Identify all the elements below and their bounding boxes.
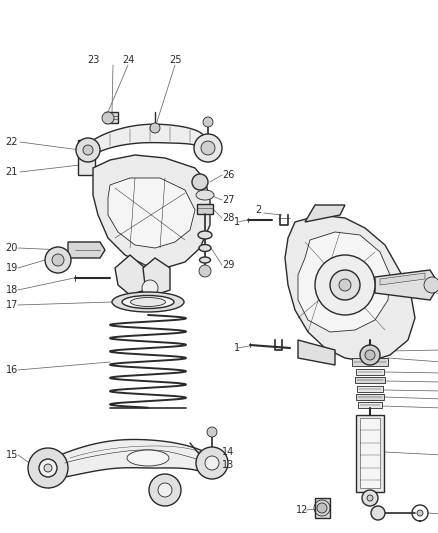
Circle shape: [194, 134, 222, 162]
Polygon shape: [93, 155, 210, 268]
Text: 26: 26: [222, 170, 234, 180]
Circle shape: [417, 510, 423, 516]
Polygon shape: [355, 377, 385, 383]
Circle shape: [317, 503, 327, 513]
Text: 14: 14: [222, 447, 234, 457]
Circle shape: [201, 141, 215, 155]
Circle shape: [424, 277, 438, 293]
Circle shape: [45, 247, 71, 273]
Circle shape: [315, 255, 375, 315]
Text: 21: 21: [6, 167, 18, 177]
Circle shape: [28, 448, 68, 488]
Polygon shape: [298, 232, 390, 332]
Polygon shape: [305, 205, 345, 222]
Circle shape: [371, 506, 385, 520]
Circle shape: [196, 447, 228, 479]
Text: 17: 17: [6, 300, 18, 310]
Circle shape: [360, 345, 380, 365]
Circle shape: [365, 350, 375, 360]
Text: 18: 18: [6, 285, 18, 295]
Polygon shape: [356, 415, 384, 492]
Polygon shape: [380, 273, 425, 285]
Polygon shape: [60, 440, 210, 478]
Polygon shape: [115, 255, 145, 295]
Polygon shape: [360, 418, 380, 488]
Circle shape: [205, 456, 219, 470]
Circle shape: [192, 174, 208, 190]
Circle shape: [44, 464, 52, 472]
Circle shape: [52, 254, 64, 266]
Ellipse shape: [199, 245, 211, 252]
Polygon shape: [80, 143, 93, 155]
Polygon shape: [315, 498, 330, 518]
Polygon shape: [108, 178, 195, 248]
Text: 1: 1: [234, 217, 240, 227]
Text: 24: 24: [122, 55, 134, 65]
Polygon shape: [375, 270, 435, 300]
Polygon shape: [298, 340, 335, 365]
Polygon shape: [90, 124, 205, 158]
Polygon shape: [105, 112, 118, 123]
Circle shape: [207, 427, 217, 437]
Polygon shape: [285, 215, 415, 362]
Text: 25: 25: [169, 55, 181, 65]
Polygon shape: [352, 358, 388, 366]
Text: 2: 2: [255, 205, 261, 215]
Circle shape: [76, 138, 100, 162]
Circle shape: [150, 123, 160, 133]
Circle shape: [149, 474, 181, 506]
Circle shape: [83, 145, 93, 155]
Circle shape: [362, 490, 378, 506]
Circle shape: [102, 112, 114, 124]
Ellipse shape: [198, 231, 212, 239]
Ellipse shape: [112, 292, 184, 312]
Polygon shape: [78, 140, 95, 175]
Text: 22: 22: [6, 137, 18, 147]
Text: 28: 28: [222, 213, 234, 223]
Ellipse shape: [196, 190, 214, 200]
Circle shape: [158, 483, 172, 497]
Polygon shape: [356, 369, 384, 375]
Polygon shape: [68, 242, 105, 258]
Circle shape: [367, 495, 373, 501]
Circle shape: [339, 279, 351, 291]
Text: 1: 1: [234, 343, 240, 353]
Ellipse shape: [127, 450, 169, 466]
Polygon shape: [143, 258, 170, 295]
Polygon shape: [197, 204, 213, 214]
Text: 12: 12: [296, 505, 308, 515]
Text: 15: 15: [6, 450, 18, 460]
Ellipse shape: [131, 297, 166, 306]
Circle shape: [330, 270, 360, 300]
Ellipse shape: [122, 295, 174, 309]
Text: 29: 29: [222, 260, 234, 270]
Text: 16: 16: [6, 365, 18, 375]
Circle shape: [199, 265, 211, 277]
Circle shape: [203, 117, 213, 127]
Ellipse shape: [199, 257, 211, 263]
Circle shape: [39, 459, 57, 477]
Polygon shape: [358, 402, 382, 408]
Text: 27: 27: [222, 195, 234, 205]
Polygon shape: [357, 386, 383, 392]
Text: 19: 19: [6, 263, 18, 273]
Polygon shape: [356, 394, 384, 400]
Circle shape: [142, 280, 158, 296]
Text: 13: 13: [222, 460, 234, 470]
Text: 20: 20: [6, 243, 18, 253]
Text: 23: 23: [87, 55, 99, 65]
